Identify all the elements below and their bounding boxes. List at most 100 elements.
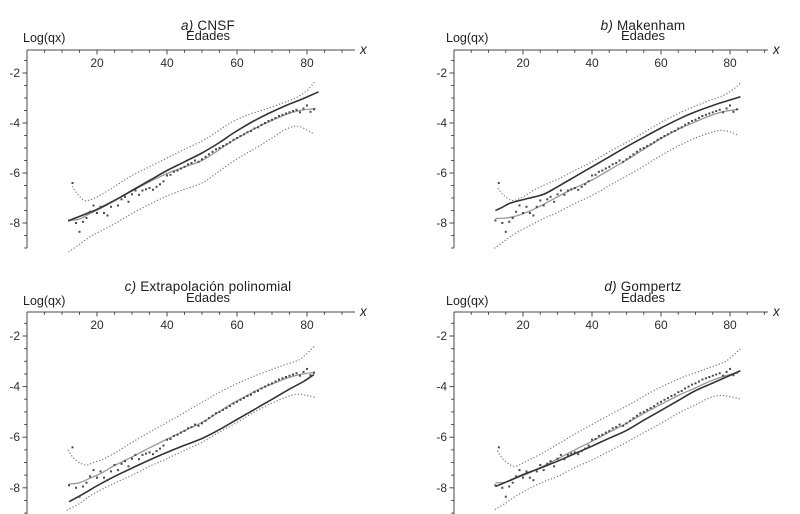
scatter-points bbox=[494, 367, 738, 498]
data-point bbox=[232, 138, 235, 141]
data-point bbox=[278, 115, 280, 117]
panel-title: b) Makenham bbox=[400, 18, 800, 33]
data-point bbox=[604, 167, 607, 170]
data-point bbox=[698, 117, 700, 119]
data-point bbox=[642, 147, 645, 149]
data-point bbox=[508, 220, 511, 223]
data-point bbox=[515, 475, 518, 478]
data-point bbox=[549, 195, 552, 198]
data-point bbox=[183, 429, 186, 432]
data-point bbox=[243, 133, 245, 136]
data-point bbox=[257, 126, 259, 129]
data-point bbox=[106, 479, 109, 482]
data-point bbox=[180, 431, 182, 434]
data-point bbox=[225, 143, 228, 146]
data-point bbox=[691, 120, 694, 122]
confidence-band-upper bbox=[497, 348, 742, 467]
scatter-points bbox=[68, 367, 315, 498]
y-tick-label: -2 bbox=[9, 329, 20, 343]
data-point bbox=[715, 373, 718, 376]
data-point bbox=[604, 431, 607, 434]
data-point bbox=[504, 230, 507, 233]
data-point bbox=[99, 470, 102, 473]
data-point bbox=[173, 434, 175, 437]
data-point bbox=[525, 470, 528, 473]
y-tick-label: -2 bbox=[436, 66, 447, 80]
x-tick-label: 80 bbox=[300, 56, 314, 70]
data-point bbox=[148, 187, 151, 189]
data-point bbox=[141, 453, 144, 456]
panel-letter: d) bbox=[604, 278, 617, 294]
data-point bbox=[553, 200, 556, 203]
data-point bbox=[302, 107, 305, 110]
data-point bbox=[260, 387, 263, 390]
data-point bbox=[194, 423, 196, 426]
data-point bbox=[573, 187, 576, 189]
data-point bbox=[176, 169, 179, 172]
data-point bbox=[134, 453, 137, 456]
data-point bbox=[96, 212, 98, 214]
data-point bbox=[704, 377, 707, 380]
data-point bbox=[518, 204, 521, 207]
data-point bbox=[515, 210, 518, 213]
data-point bbox=[106, 214, 109, 217]
panel-letter: b) bbox=[600, 17, 614, 33]
data-point bbox=[166, 438, 168, 441]
axes bbox=[453, 311, 768, 514]
data-point bbox=[508, 485, 511, 488]
x-tick-label: 60 bbox=[654, 56, 668, 70]
confidence-band-lower bbox=[494, 129, 740, 249]
data-point bbox=[127, 200, 130, 203]
data-point bbox=[691, 383, 694, 386]
x-tick-label: 60 bbox=[230, 318, 244, 332]
data-point bbox=[131, 193, 133, 196]
data-point bbox=[162, 180, 165, 183]
data-point bbox=[660, 137, 662, 139]
data-point bbox=[563, 193, 566, 196]
data-point bbox=[271, 382, 273, 385]
data-point bbox=[138, 193, 140, 196]
data-point bbox=[253, 391, 256, 394]
data-point bbox=[611, 163, 614, 166]
data-point bbox=[229, 405, 231, 408]
data-point bbox=[729, 104, 731, 107]
data-point bbox=[680, 389, 683, 392]
plot-area-b: 20 40 60 80 -2 -4 -6 -8 bbox=[436, 49, 768, 249]
x-axis-ticks: 20 40 60 80 bbox=[44, 312, 343, 332]
y-tick-label: -6 bbox=[436, 430, 447, 444]
data-point bbox=[708, 376, 711, 378]
x-tick-label: 20 bbox=[516, 318, 530, 332]
data-point bbox=[556, 457, 559, 460]
model-fit-line bbox=[495, 369, 741, 488]
data-point bbox=[285, 112, 287, 115]
data-point bbox=[522, 212, 524, 214]
data-point bbox=[82, 220, 84, 223]
x-tick-label: 80 bbox=[723, 56, 737, 70]
x-tick-label: 60 bbox=[230, 56, 244, 70]
data-point bbox=[656, 402, 659, 405]
data-point bbox=[580, 450, 583, 453]
data-point bbox=[169, 173, 172, 176]
data-point bbox=[292, 373, 294, 376]
data-point bbox=[535, 205, 538, 208]
data-point bbox=[194, 159, 196, 162]
data-point bbox=[117, 469, 119, 472]
y-tick-label: -8 bbox=[436, 216, 447, 230]
data-point bbox=[542, 204, 545, 207]
confidence-band-upper bbox=[67, 345, 315, 466]
data-point bbox=[587, 444, 590, 447]
data-point bbox=[722, 374, 725, 377]
data-point bbox=[166, 174, 168, 177]
data-point bbox=[152, 188, 154, 191]
data-point bbox=[124, 460, 126, 463]
panel-model-name: Makenham bbox=[616, 17, 686, 33]
data-point bbox=[75, 486, 77, 489]
data-point bbox=[260, 123, 263, 126]
data-point bbox=[660, 400, 662, 403]
data-point bbox=[148, 451, 151, 454]
data-point bbox=[253, 127, 256, 130]
axes bbox=[26, 49, 355, 248]
x-axis-letter: x bbox=[773, 42, 780, 57]
x-axis-ticks: 20 40 60 80 bbox=[44, 50, 343, 70]
